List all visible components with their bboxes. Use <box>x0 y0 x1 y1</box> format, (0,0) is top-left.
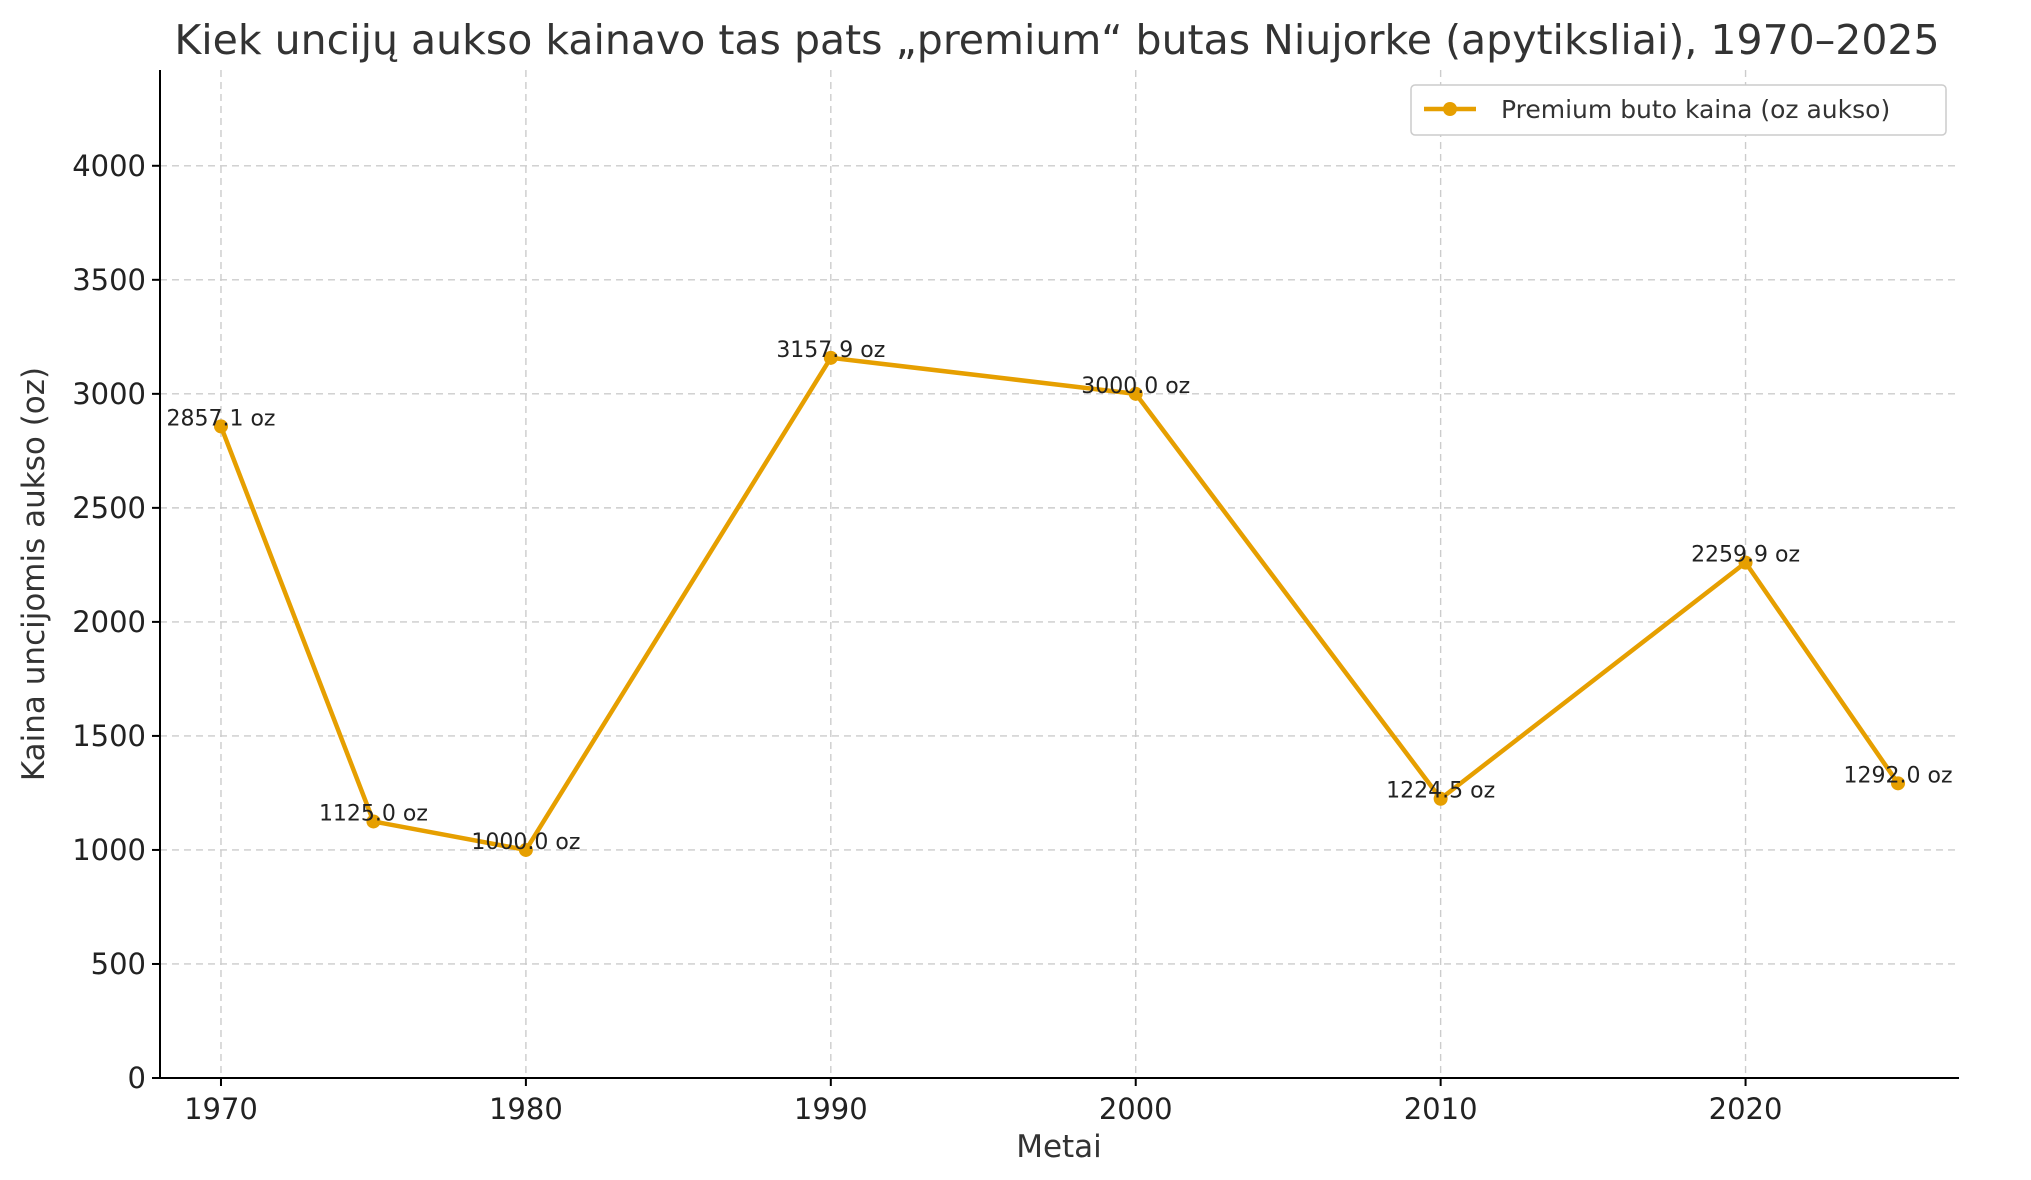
data-label: 3000.0 oz <box>1081 374 1190 399</box>
x-axis-label: Metai <box>1016 1129 1102 1165</box>
x-tick-label: 2010 <box>1404 1092 1478 1126</box>
x-tick-label: 1980 <box>489 1092 563 1126</box>
data-point <box>213 419 228 434</box>
x-tick-label: 1970 <box>184 1092 258 1126</box>
data-point <box>518 842 533 857</box>
x-tick-label: 1990 <box>794 1092 868 1126</box>
data-label: 2857.1 oz <box>166 406 275 431</box>
legend-swatch-marker <box>1443 102 1457 116</box>
y-tick-label: 2500 <box>72 491 146 525</box>
x-tick-label: 2000 <box>1099 1092 1173 1126</box>
data-label: 3157.9 oz <box>776 338 885 363</box>
series-layer <box>213 350 1906 857</box>
grid-lines <box>160 70 1959 1078</box>
data-point <box>1128 386 1143 401</box>
y-tick-label: 500 <box>91 947 146 981</box>
legend-label: Premium buto kaina (oz aukso) <box>1501 95 1890 124</box>
x-tick-label: 2020 <box>1709 1092 1783 1126</box>
data-point <box>823 350 838 365</box>
data-point <box>1891 776 1906 791</box>
data-point <box>1433 791 1448 806</box>
data-label: 1000.0 oz <box>471 830 580 855</box>
data-point <box>1738 555 1753 570</box>
data-labels: 2857.1 oz 1125.0 oz 1000.0 oz 3157.9 oz 3000… <box>166 338 1952 855</box>
chart-title: Kiek uncijų aukso kainavo tas pats „prem… <box>174 16 1939 64</box>
y-tick-label: 1000 <box>72 833 146 867</box>
y-tick-label: 3500 <box>72 263 146 297</box>
legend-box <box>1410 84 1947 136</box>
series-line <box>218 355 1900 853</box>
y-tick-label: 1500 <box>72 719 146 753</box>
axes <box>159 70 1959 1079</box>
data-label: 1125.0 oz <box>319 801 428 826</box>
y-tick-label: 2000 <box>72 605 146 639</box>
data-label: 1224.5 oz <box>1386 779 1495 804</box>
y-tick-label: 4000 <box>72 149 146 183</box>
y-tick-label: 3000 <box>72 377 146 411</box>
y-axis-label: Kaina uncijomis aukso (oz) <box>16 367 52 781</box>
legend: Premium buto kaina (oz aukso) <box>1410 84 1947 136</box>
data-point <box>366 814 381 829</box>
tick-labels: 1970 1980 1990 2000 2010 2020 0 500 1000 1500 2000… <box>72 149 1782 1126</box>
data-label: 1292.0 oz <box>1844 763 1953 788</box>
data-label: 2259.9 oz <box>1691 543 1800 568</box>
y-tick-label: 0 <box>128 1061 146 1095</box>
